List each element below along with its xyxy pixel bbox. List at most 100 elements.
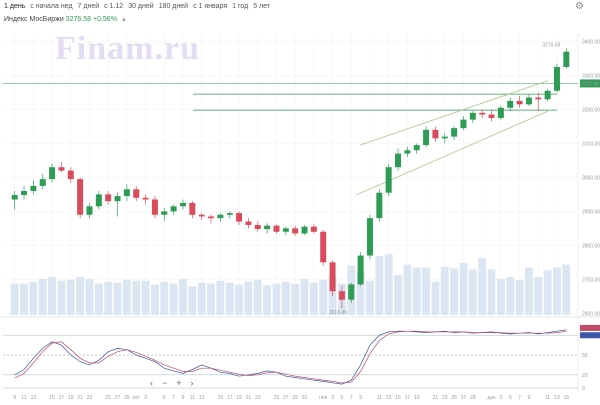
x-tick-label: 27 <box>461 395 467 401</box>
y-tick-label: 3000.00 <box>582 175 600 181</box>
x-tick-label: 19 <box>236 395 242 401</box>
stochastic-line <box>14 329 567 385</box>
x-tick-label: 25 <box>105 395 111 401</box>
candle-body <box>123 189 130 197</box>
gear-icon[interactable]: ⚙ <box>575 1 584 12</box>
candle-body <box>366 218 373 256</box>
volume-bar <box>150 284 159 315</box>
collapse-icon[interactable]: ▲ <box>120 17 127 23</box>
candle-body <box>58 167 65 171</box>
candle-body <box>301 226 308 234</box>
instrument-change: +0.56% <box>92 16 117 23</box>
timeframe-5y[interactable]: 5 лет <box>253 3 271 10</box>
volume-bar <box>38 278 47 315</box>
min-price-label: 2616.49 <box>329 310 347 316</box>
candle-body <box>310 226 317 232</box>
candle-body <box>208 216 215 219</box>
volume-bar <box>487 269 496 315</box>
x-tick-label: 29 <box>124 395 130 401</box>
candle-body <box>151 199 158 215</box>
candle-body <box>535 97 542 100</box>
scroll-left-button[interactable]: ‹ <box>150 378 153 388</box>
zoom-out-button[interactable]: − <box>162 378 168 388</box>
x-tick-label: 27 <box>115 395 121 401</box>
volume-bar <box>85 278 94 315</box>
scroll-right-button[interactable]: › <box>190 378 194 388</box>
volume-bar <box>468 269 477 315</box>
x-tick-label: 19 <box>68 395 74 401</box>
timeframe-180d[interactable]: 180 дней <box>158 3 189 10</box>
timeframe-30d[interactable]: 30 дней <box>128 3 154 10</box>
candle-body <box>179 202 186 207</box>
volume-bar <box>515 279 524 315</box>
candle-body <box>563 51 570 67</box>
zoom-in-button[interactable]: + <box>176 378 182 388</box>
osc-tick-label: 0 <box>582 386 585 392</box>
x-tick-label: 23 <box>87 395 93 401</box>
instrument-price: 3276.58 <box>65 16 92 23</box>
volume-bar <box>141 280 150 315</box>
x-tick-label: 3 <box>499 395 502 401</box>
x-tick-label: 17 <box>227 395 233 401</box>
osc-value-tag <box>580 332 600 339</box>
candle-body <box>479 112 486 115</box>
candle-body <box>236 213 243 222</box>
timeframe-1y[interactable]: 1 год <box>232 3 249 10</box>
x-tick-label: 13 <box>386 395 392 401</box>
candle-body <box>67 170 74 180</box>
x-tick-label: 15 <box>395 395 401 401</box>
candle-body <box>282 228 289 232</box>
volume-bar <box>534 277 543 315</box>
x-tick-label: 3 <box>331 395 334 401</box>
candle-body <box>217 214 224 219</box>
timeframe-7d[interactable]: 7 дней <box>77 3 100 10</box>
x-tick-label: 27 <box>283 395 289 401</box>
candle-body <box>30 185 37 191</box>
timeframe-1d[interactable]: 1 день <box>4 3 26 10</box>
candle-body <box>348 284 355 300</box>
candle-body <box>376 192 383 219</box>
x-tick-label: 7 <box>350 395 353 401</box>
volume-bar <box>422 267 431 315</box>
candle-body <box>86 206 93 215</box>
x-tick-label: 9 <box>359 395 362 401</box>
candle-body <box>142 197 149 200</box>
osc-tick-label: 20 <box>582 373 588 379</box>
volume-bar <box>29 281 38 315</box>
x-tick-label: 3 <box>144 395 147 401</box>
volume-bar <box>366 280 374 315</box>
x-tick-label: 17 <box>405 395 411 401</box>
volume-bar <box>66 279 75 315</box>
instrument-name: Индекс МосБиржи <box>4 16 64 23</box>
candle-body <box>488 114 495 118</box>
volume-bar <box>253 279 262 315</box>
candle-body <box>338 291 345 300</box>
volume-bar <box>20 283 28 315</box>
x-tick-label: 13 <box>199 395 205 401</box>
timeframe-since-dec1[interactable]: с 1.12 <box>104 3 124 10</box>
volume-bar <box>160 281 169 315</box>
x-tick-label: 11 <box>21 395 26 401</box>
x-tick-label: 23 <box>442 395 448 401</box>
y-tick-label: 3100.00 <box>582 141 600 147</box>
candle-body <box>516 100 523 105</box>
timeframe-ytd[interactable]: с 1 января <box>193 3 228 10</box>
candle-body <box>451 128 458 137</box>
volume-bar <box>235 284 244 315</box>
x-tick-label: 9 <box>182 395 185 401</box>
x-tick-label: 7 <box>518 395 521 401</box>
y-tick-label: 2600.00 <box>582 311 600 317</box>
volume-bar <box>216 280 225 315</box>
candle-body <box>254 224 261 230</box>
volume-bar <box>431 281 440 315</box>
candle-body <box>432 129 439 139</box>
x-tick-label: дек <box>488 395 497 401</box>
candle-body <box>469 112 476 120</box>
x-tick-label: 5 <box>163 395 166 401</box>
last-price-tag-label: 3276.58 <box>581 81 599 87</box>
volume-bar <box>179 278 187 315</box>
volume-bar <box>524 267 533 315</box>
stochastic-line <box>14 330 567 384</box>
timeframe-week-start[interactable]: с начала нед <box>30 3 73 10</box>
